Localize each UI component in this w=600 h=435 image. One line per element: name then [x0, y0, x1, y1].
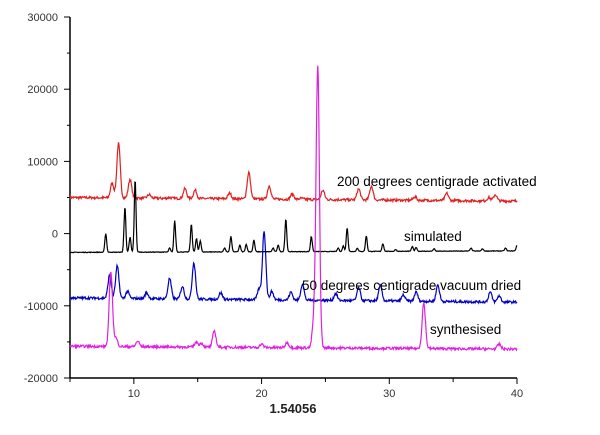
series-line-2: [69, 231, 518, 305]
y-tick-label: 10000: [27, 156, 58, 168]
x-tick-label: 20: [255, 388, 267, 400]
y-tick-label: 20000: [27, 84, 58, 96]
y-tick-label: -20000: [24, 373, 58, 385]
series-group: [69, 65, 518, 353]
series-label-activated: 200 degrees centigrade activated: [337, 174, 537, 189]
axes: 30000 20000 10000 0 -10000 -20000 10 20 30 40: [24, 12, 523, 400]
series-line-0: [69, 142, 518, 205]
y-tick-label: 30000: [27, 12, 58, 24]
series-label-vacuum-dried: 50 degrees centigrade vacuum dried: [302, 278, 521, 293]
series-label-synthesised: synthesised: [430, 322, 501, 337]
x-tick-label: 10: [128, 388, 140, 400]
y-tick-label: 0: [52, 229, 58, 241]
x-tick-label: 30: [383, 388, 395, 400]
series-line-1: [70, 181, 518, 254]
y-tick-label: -10000: [24, 301, 58, 313]
x-axis-label: 1.54056: [270, 401, 317, 416]
series-line-3: [69, 65, 518, 353]
x-tick-label: 40: [511, 388, 523, 400]
series-label-simulated: simulated: [404, 229, 462, 244]
